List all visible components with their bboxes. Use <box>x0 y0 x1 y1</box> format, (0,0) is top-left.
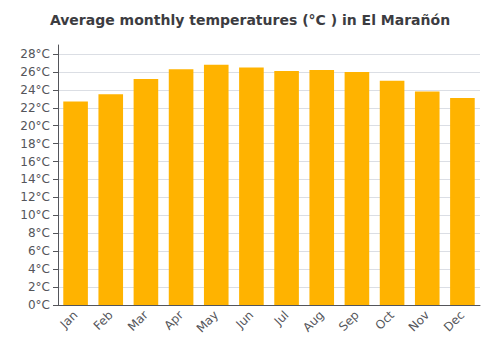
svg-text:Nov: Nov <box>406 308 432 334</box>
svg-text:May: May <box>194 308 221 335</box>
svg-text:24°C: 24°C <box>20 83 50 97</box>
svg-text:Jan: Jan <box>57 308 81 332</box>
svg-text:14°C: 14°C <box>20 172 50 186</box>
svg-text:Dec: Dec <box>441 308 467 334</box>
svg-text:Jul: Jul <box>271 308 292 329</box>
svg-text:16°C: 16°C <box>20 155 50 169</box>
svg-text:0°C: 0°C <box>28 298 50 312</box>
svg-text:28°C: 28°C <box>20 47 50 61</box>
svg-text:6°C: 6°C <box>28 244 50 258</box>
svg-text:4°C: 4°C <box>28 262 50 276</box>
svg-text:20°C: 20°C <box>20 119 50 133</box>
svg-text:Jun: Jun <box>233 308 257 332</box>
svg-text:26°C: 26°C <box>20 65 50 79</box>
svg-text:Feb: Feb <box>91 308 116 333</box>
svg-text:Mar: Mar <box>125 308 151 334</box>
svg-text:10°C: 10°C <box>20 208 50 222</box>
svg-text:Oct: Oct <box>372 308 397 333</box>
svg-text:2°C: 2°C <box>28 280 50 294</box>
svg-text:22°C: 22°C <box>20 101 50 115</box>
svg-text:Sep: Sep <box>336 308 362 334</box>
svg-text:Average monthly temperatures (: Average monthly temperatures (°C ) in El… <box>50 12 450 28</box>
svg-text:12°C: 12°C <box>20 190 50 204</box>
svg-text:18°C: 18°C <box>20 137 50 151</box>
svg-text:Apr: Apr <box>161 308 186 333</box>
svg-text:8°C: 8°C <box>28 226 50 240</box>
svg-text:Aug: Aug <box>300 308 326 334</box>
